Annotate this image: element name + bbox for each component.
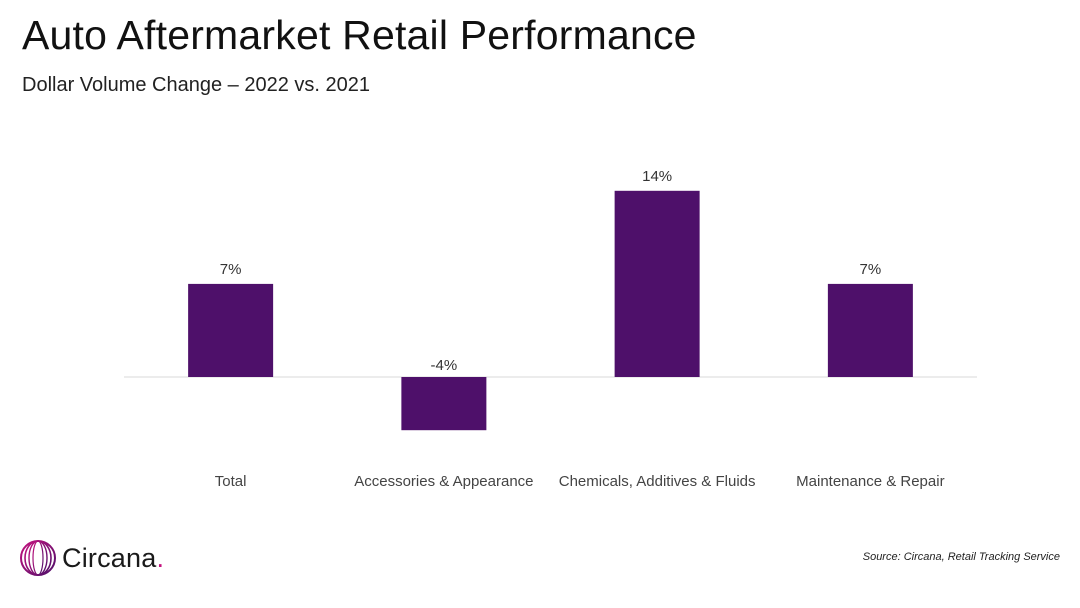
data-label: 7%: [220, 261, 242, 278]
page-title: Auto Aftermarket Retail Performance: [22, 12, 697, 58]
circana-logo: Circana.: [18, 536, 164, 580]
logo-wordmark: Circana.: [62, 542, 165, 573]
bar: [188, 283, 274, 377]
source-note: Source: Circana, Retail Tracking Service: [862, 551, 1060, 563]
bar: [614, 190, 700, 377]
category-label: Chemicals, Additives & Fluids: [559, 473, 756, 490]
bar: [827, 283, 913, 377]
category-label: Total: [215, 473, 247, 490]
page-subtitle: Dollar Volume Change – 2022 vs. 2021: [22, 74, 371, 96]
category-label: Maintenance & Repair: [796, 473, 944, 490]
data-label: -4%: [431, 357, 458, 374]
data-label: 7%: [860, 261, 882, 278]
circana-logo-icon: [20, 540, 56, 576]
data-label: 14%: [642, 168, 672, 185]
category-label: Accessories & Appearance: [354, 473, 533, 490]
bar: [401, 377, 487, 431]
